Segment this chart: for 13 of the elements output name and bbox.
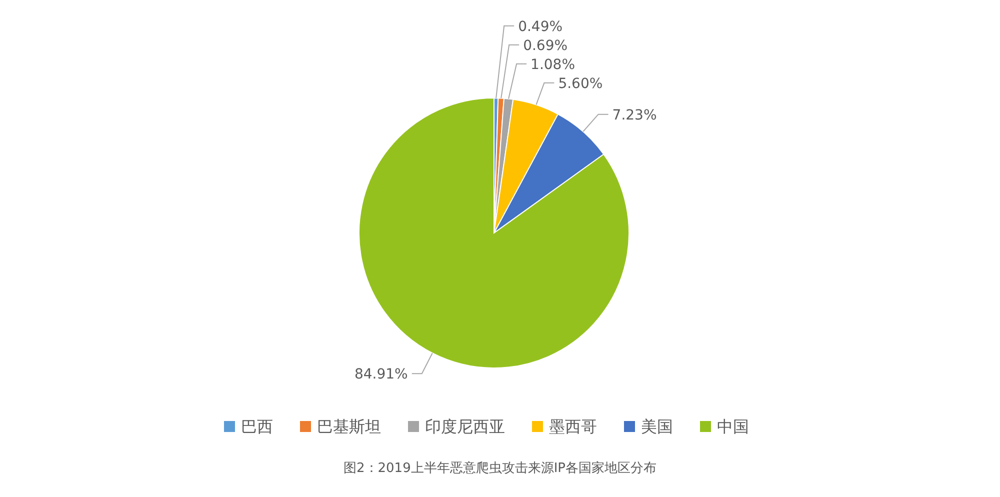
- data-label: 5.60%: [558, 76, 603, 92]
- data-label: 0.49%: [518, 18, 563, 35]
- legend-label: 墨西哥: [549, 417, 597, 436]
- caption: 图2：2019上半年恶意爬虫攻击来源IP各国家地区分布: [343, 460, 657, 476]
- data-label: 0.69%: [523, 38, 568, 54]
- data-label: 1.08%: [530, 56, 576, 73]
- legend-label: 中国: [717, 417, 749, 436]
- data-label: 7.23%: [612, 107, 657, 124]
- legend-label: 印度尼西亚: [425, 417, 505, 436]
- data-label: 84.91%: [354, 366, 408, 383]
- legend-label: 巴基斯坦: [317, 417, 381, 436]
- legend-label: 巴西: [241, 417, 273, 436]
- legend-label: 美国: [641, 417, 673, 436]
